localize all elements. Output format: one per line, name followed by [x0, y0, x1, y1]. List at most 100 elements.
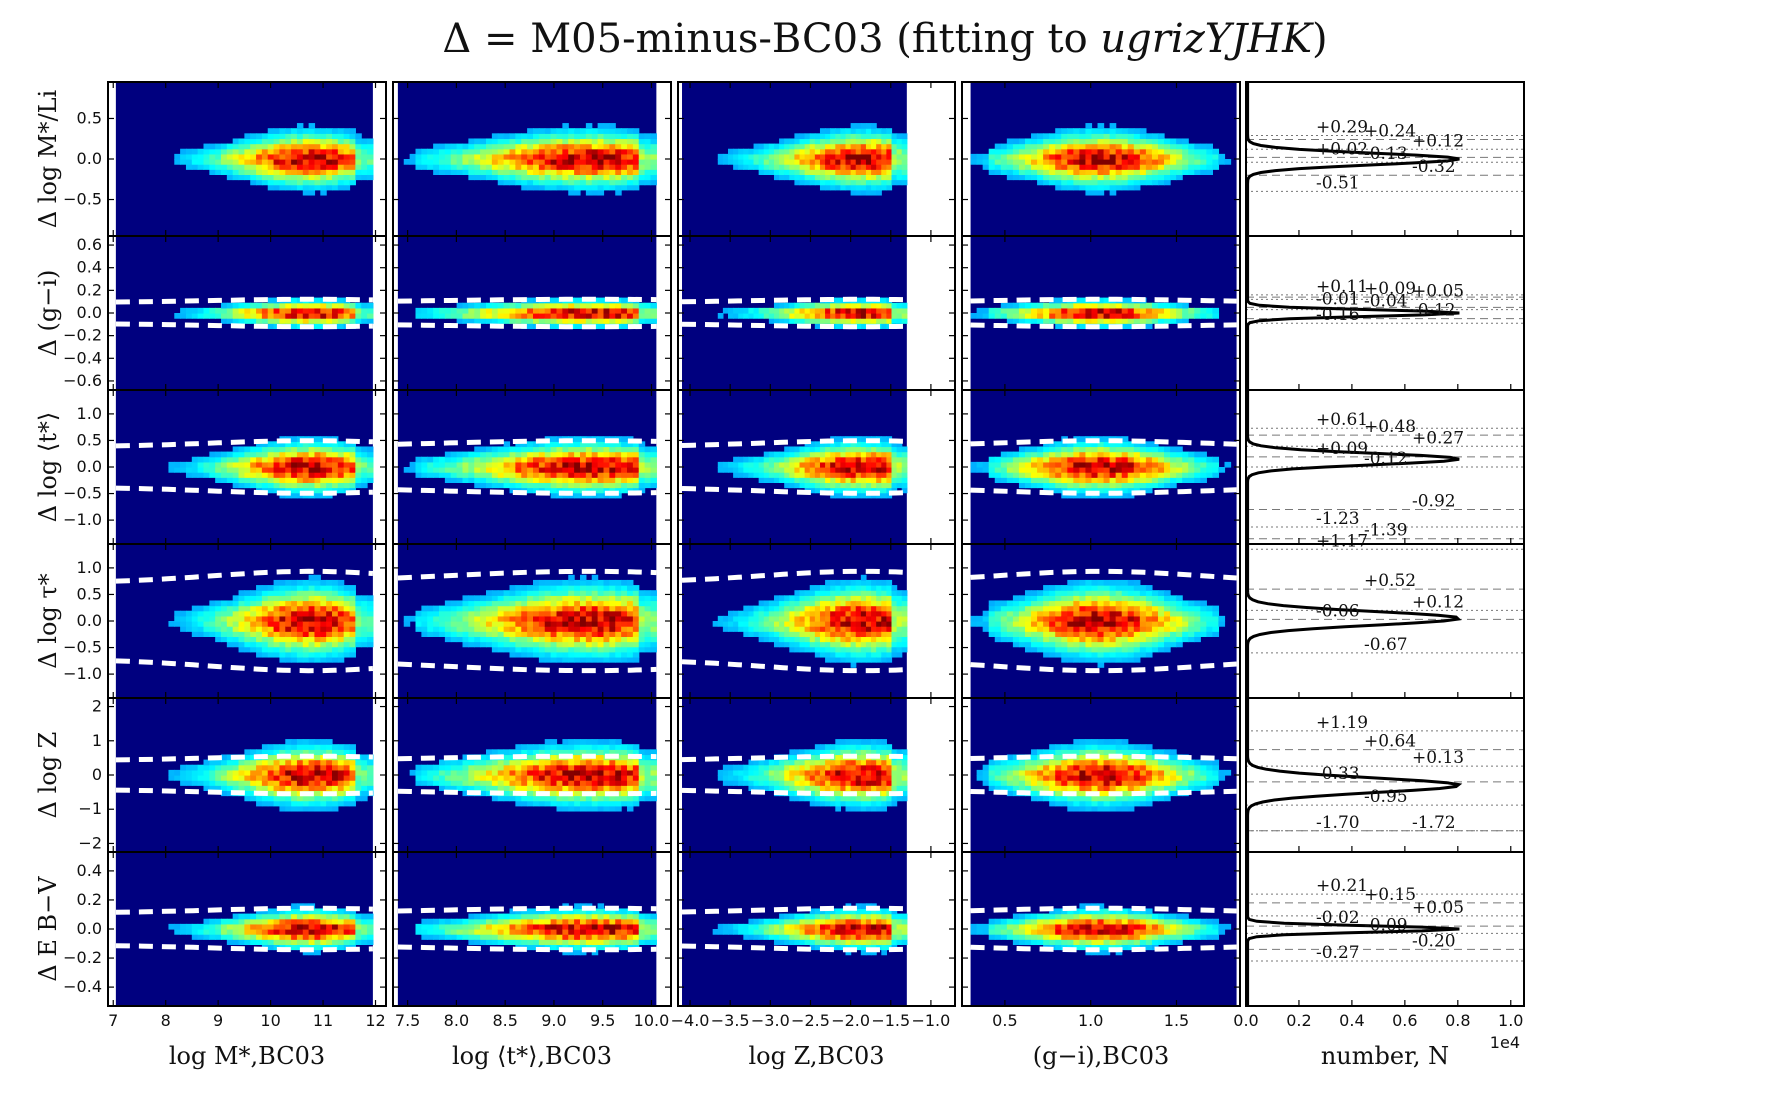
density-cell [462, 605, 469, 612]
density-cell [809, 482, 816, 489]
density-cell [544, 133, 552, 140]
density-cell [1006, 472, 1014, 478]
density-cell [840, 482, 847, 489]
density-cell [784, 159, 790, 165]
density-cell [450, 307, 458, 314]
density-cell [468, 615, 475, 622]
density-cell [302, 302, 310, 309]
density-cell [819, 307, 826, 314]
density-cell [814, 595, 821, 602]
density-cell [320, 482, 327, 489]
density-cell [332, 148, 339, 155]
density-cell [320, 184, 327, 191]
density-cell [1109, 456, 1117, 463]
density-cell [1212, 467, 1220, 473]
density-cell [367, 456, 374, 463]
density-cell [1139, 302, 1147, 309]
density-cell [1139, 143, 1147, 150]
density-cell [988, 148, 996, 155]
density-cell [209, 467, 216, 473]
density-cell [1079, 153, 1087, 160]
hist-annotation: -0.32 [1412, 157, 1456, 177]
density-cell [1133, 477, 1141, 483]
density-cell [261, 482, 269, 489]
density-cell [994, 159, 1002, 165]
density-cell [1024, 174, 1032, 181]
density-cell [626, 456, 634, 463]
density-cell [533, 646, 540, 653]
density-cell [609, 590, 616, 596]
density-cell [320, 179, 327, 186]
density-cell [267, 446, 275, 453]
density-cell [1018, 482, 1026, 489]
density-cell [632, 446, 640, 453]
density-cell [580, 605, 587, 612]
density-cell [1121, 159, 1129, 165]
density-cell [632, 133, 640, 140]
density-cell [976, 461, 984, 468]
density-cell [296, 164, 304, 170]
density-cell [603, 631, 610, 637]
hist-panel-tstar: +0.61+0.48+0.27+0.09-0.12-0.92-1.23-1.39 [1245, 389, 1525, 545]
density-cell [337, 174, 345, 181]
density-cell [439, 610, 446, 617]
density-cell [521, 631, 528, 637]
density-cell [609, 174, 616, 181]
density-cell [215, 626, 222, 632]
density-cell [267, 610, 275, 617]
density-cell [819, 174, 826, 181]
density-cell [326, 307, 333, 314]
density-cell [574, 153, 581, 160]
density-cell [261, 477, 269, 483]
density-cell [865, 123, 872, 129]
density-cell [261, 605, 269, 612]
density-cell [1012, 153, 1020, 160]
density-cell [1133, 487, 1141, 494]
contour-lines [115, 438, 373, 496]
density-cell [799, 164, 806, 170]
density-cell [603, 184, 610, 191]
density-cell [1103, 461, 1111, 468]
density-cell [591, 446, 599, 453]
density-cell [332, 595, 339, 602]
density-cell [1151, 482, 1159, 489]
density-cell [273, 159, 281, 165]
density-cell [474, 605, 481, 612]
density-cell [1018, 302, 1026, 309]
density-cell [896, 482, 903, 489]
hist-annotation: +0.09 [1316, 439, 1368, 459]
density-cell [256, 477, 263, 483]
density-cell [221, 615, 228, 622]
density-cell [638, 595, 646, 602]
density-cell [337, 169, 345, 175]
density-cell [273, 143, 281, 150]
density-cell [409, 153, 417, 160]
density-cell [1170, 148, 1177, 155]
density-cell [497, 174, 505, 181]
density-cell [1127, 159, 1135, 165]
density-cell [819, 456, 826, 463]
density-cell [603, 467, 610, 473]
density-cell [994, 461, 1002, 468]
density-cell [597, 174, 605, 181]
density-cell [580, 133, 587, 140]
density-cell [209, 451, 216, 458]
density-cell [314, 579, 321, 586]
density-cell [267, 179, 275, 186]
density-cell [462, 631, 469, 637]
density-cell [1139, 472, 1147, 478]
density-cell [480, 615, 487, 622]
density-cell [1012, 174, 1020, 181]
density-cell [591, 579, 599, 586]
density-cell [626, 446, 634, 453]
density-cell [609, 169, 616, 175]
panel-tstar-vs-Z [677, 389, 956, 545]
density-cell [221, 610, 228, 617]
density-cell [250, 451, 257, 458]
density-cell [509, 133, 516, 140]
density-cell [632, 174, 640, 181]
density-cell [626, 184, 634, 191]
density-cell [509, 318, 516, 324]
density-cell [738, 615, 744, 622]
density-cell [433, 610, 440, 617]
